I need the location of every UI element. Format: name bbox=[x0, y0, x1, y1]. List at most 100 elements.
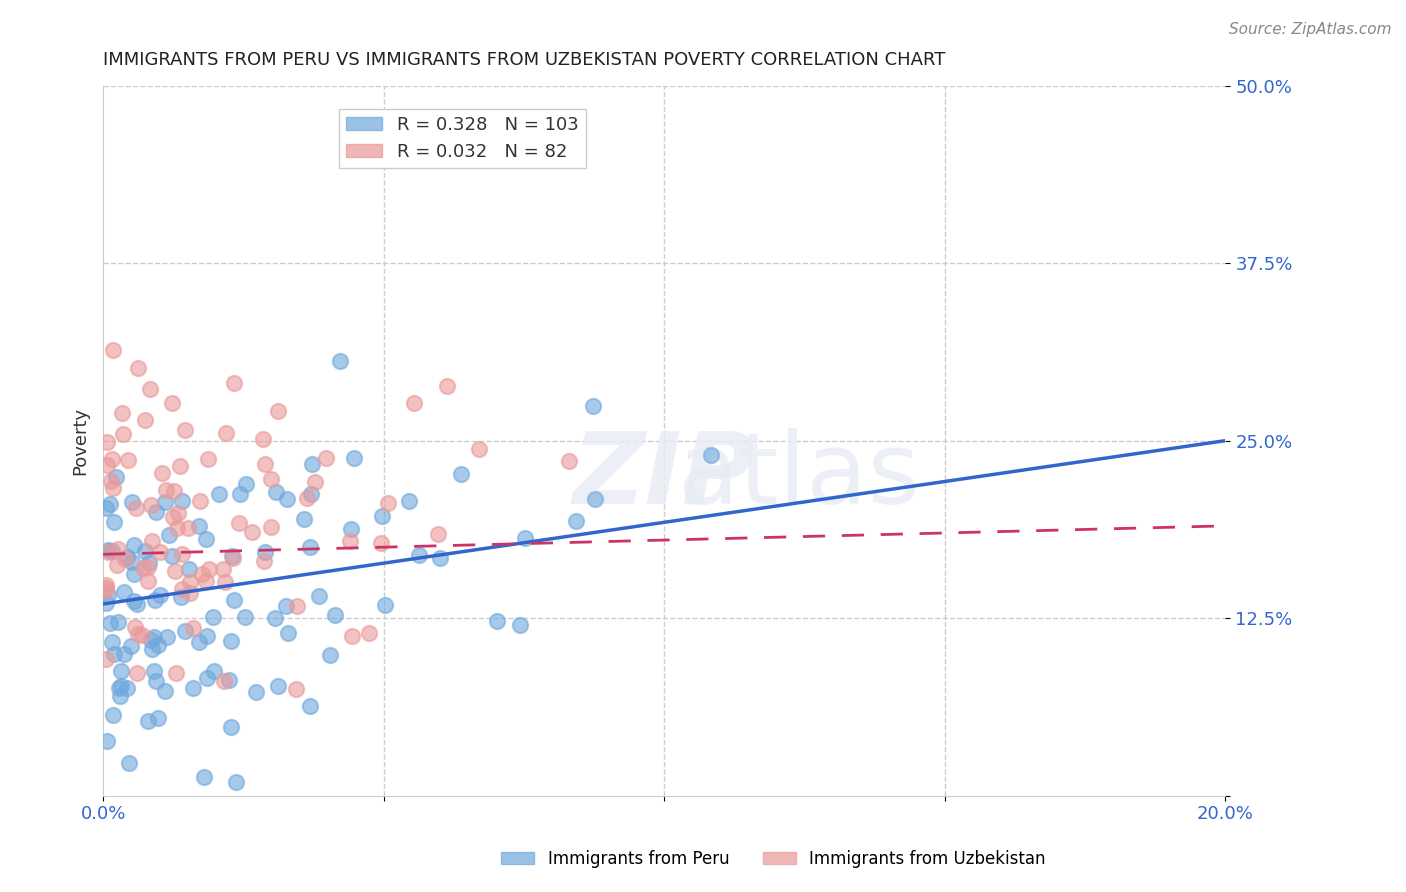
Immigrants from Peru bbox=[299, 699, 322, 714]
Immigrants from Peru bbox=[245, 685, 267, 699]
Immigrants from Peru bbox=[100, 634, 122, 648]
Immigrants from Uzbekistan bbox=[127, 665, 149, 680]
Immigrants from Peru bbox=[218, 673, 240, 688]
Immigrants from Peru bbox=[429, 550, 451, 565]
Immigrants from Peru bbox=[308, 589, 330, 603]
Immigrants from Peru bbox=[121, 494, 143, 508]
Immigrants from Uzbekistan bbox=[252, 553, 274, 567]
Immigrants from Uzbekistan bbox=[188, 494, 211, 508]
Immigrants from Uzbekistan bbox=[100, 474, 122, 488]
Immigrants from Peru bbox=[153, 683, 176, 698]
Immigrants from Uzbekistan bbox=[131, 628, 153, 642]
Immigrants from Uzbekistan bbox=[190, 566, 212, 581]
Immigrants from Uzbekistan bbox=[125, 501, 148, 516]
Immigrants from Uzbekistan bbox=[136, 574, 159, 589]
Immigrants from Uzbekistan bbox=[253, 457, 276, 471]
Immigrants from Peru bbox=[115, 681, 138, 695]
Immigrants from Uzbekistan bbox=[101, 452, 124, 467]
Immigrants from Peru bbox=[187, 518, 209, 533]
Immigrants from Peru bbox=[700, 448, 723, 462]
Immigrants from Peru bbox=[103, 647, 125, 661]
Immigrants from Peru bbox=[225, 774, 247, 789]
Immigrants from Peru bbox=[188, 635, 211, 649]
Immigrants from Peru bbox=[450, 467, 472, 482]
Immigrants from Uzbekistan bbox=[114, 552, 136, 566]
Immigrants from Peru bbox=[515, 531, 537, 545]
Immigrants from Peru bbox=[195, 671, 218, 685]
Immigrants from Uzbekistan bbox=[111, 427, 134, 442]
Immigrants from Peru bbox=[224, 593, 246, 607]
Immigrants from Peru bbox=[114, 647, 136, 661]
Immigrants from Uzbekistan bbox=[198, 562, 221, 576]
Immigrants from Uzbekistan bbox=[94, 583, 117, 598]
Immigrants from Peru bbox=[172, 493, 194, 508]
Immigrants from Uzbekistan bbox=[260, 520, 283, 534]
Immigrants from Uzbekistan bbox=[134, 412, 156, 426]
Immigrants from Uzbekistan bbox=[177, 521, 200, 535]
Immigrants from Peru bbox=[143, 630, 166, 644]
Immigrants from Uzbekistan bbox=[228, 516, 250, 530]
Immigrants from Peru bbox=[121, 555, 143, 569]
Immigrants from Uzbekistan bbox=[96, 458, 118, 472]
Immigrants from Peru bbox=[219, 720, 242, 734]
Immigrants from Peru bbox=[301, 457, 323, 471]
Text: ZIP: ZIP bbox=[572, 427, 756, 524]
Immigrants from Uzbekistan bbox=[155, 483, 177, 497]
Immigrants from Uzbekistan bbox=[97, 545, 120, 559]
Immigrants from Peru bbox=[157, 528, 180, 542]
Immigrants from Peru bbox=[299, 487, 322, 501]
Immigrants from Peru bbox=[339, 523, 361, 537]
Immigrants from Uzbekistan bbox=[267, 404, 290, 418]
Legend: Immigrants from Peru, Immigrants from Uzbekistan: Immigrants from Peru, Immigrants from Uz… bbox=[495, 844, 1052, 875]
Immigrants from Peru bbox=[229, 487, 252, 501]
Legend: R = 0.328   N = 103, R = 0.032   N = 82: R = 0.328 N = 103, R = 0.032 N = 82 bbox=[339, 109, 586, 169]
Immigrants from Uzbekistan bbox=[124, 620, 146, 634]
Immigrants from Peru bbox=[208, 487, 231, 501]
Immigrants from Peru bbox=[277, 626, 299, 640]
Immigrants from Uzbekistan bbox=[170, 547, 193, 561]
Immigrants from Uzbekistan bbox=[402, 396, 425, 410]
Immigrants from Peru bbox=[583, 491, 606, 506]
Immigrants from Uzbekistan bbox=[285, 599, 308, 613]
Immigrants from Uzbekistan bbox=[94, 652, 117, 666]
Immigrants from Peru bbox=[264, 484, 287, 499]
Immigrants from Peru bbox=[193, 770, 215, 784]
Immigrants from Uzbekistan bbox=[127, 627, 149, 641]
Immigrants from Uzbekistan bbox=[259, 472, 281, 486]
Immigrants from Uzbekistan bbox=[111, 406, 134, 420]
Immigrants from Peru bbox=[221, 549, 243, 564]
Immigrants from Uzbekistan bbox=[172, 582, 194, 596]
Immigrants from Peru bbox=[298, 541, 321, 555]
Immigrants from Peru bbox=[145, 673, 167, 688]
Immigrants from Peru bbox=[485, 614, 508, 628]
Immigrants from Uzbekistan bbox=[166, 521, 188, 535]
Immigrants from Peru bbox=[197, 628, 219, 642]
Immigrants from Peru bbox=[94, 596, 117, 610]
Immigrants from Uzbekistan bbox=[136, 560, 159, 574]
Immigrants from Peru bbox=[101, 544, 124, 558]
Immigrants from Uzbekistan bbox=[117, 453, 139, 467]
Immigrants from Peru bbox=[115, 550, 138, 565]
Immigrants from Peru bbox=[143, 664, 166, 678]
Immigrants from Peru bbox=[319, 648, 342, 662]
Immigrants from Peru bbox=[97, 542, 120, 557]
Immigrants from Uzbekistan bbox=[377, 496, 399, 510]
Immigrants from Peru bbox=[170, 590, 193, 604]
Immigrants from Uzbekistan bbox=[284, 681, 307, 696]
Immigrants from Peru bbox=[202, 664, 225, 678]
Immigrants from Peru bbox=[219, 634, 242, 648]
Immigrants from Peru bbox=[267, 679, 290, 693]
Immigrants from Peru bbox=[173, 624, 195, 638]
Immigrants from Peru bbox=[398, 493, 420, 508]
Immigrants from Uzbekistan bbox=[149, 544, 172, 558]
Immigrants from Peru bbox=[125, 597, 148, 611]
Immigrants from Peru bbox=[105, 470, 128, 484]
Immigrants from Uzbekistan bbox=[162, 509, 184, 524]
Immigrants from Peru bbox=[101, 707, 124, 722]
Immigrants from Peru bbox=[145, 592, 167, 607]
Text: atlas: atlas bbox=[678, 427, 920, 524]
Immigrants from Peru bbox=[408, 548, 430, 562]
Immigrants from Uzbekistan bbox=[359, 625, 381, 640]
Immigrants from Peru bbox=[112, 584, 135, 599]
Immigrants from Peru bbox=[97, 588, 120, 602]
